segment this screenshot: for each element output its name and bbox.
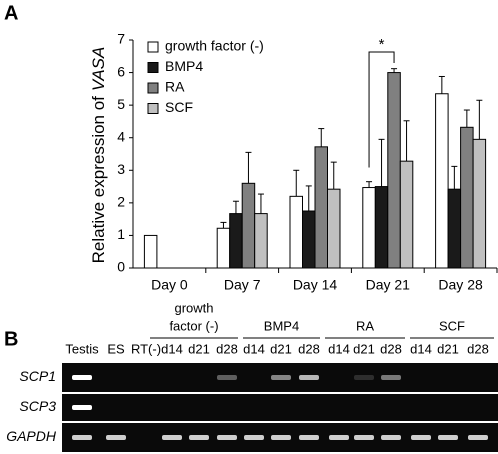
bar (241, 182, 256, 269)
legend-swatch (147, 82, 159, 94)
lane-label: d28 (380, 341, 402, 356)
y-tick-label: 5 (117, 96, 125, 112)
x-tick-label: Day 21 (366, 277, 411, 293)
bar (289, 195, 303, 269)
panel-label: A (4, 2, 18, 24)
significance-bracket (368, 51, 395, 168)
lane-label: d28 (298, 341, 320, 356)
bar (387, 72, 401, 269)
x-tick-label: Day 14 (293, 277, 338, 293)
gel-band (354, 375, 374, 380)
panel-label: B (4, 328, 18, 350)
gel-band (354, 435, 374, 440)
gel-image (62, 394, 498, 421)
row-label: SCP3 (19, 398, 56, 414)
gel-band (381, 375, 401, 380)
gel-band (244, 435, 264, 440)
y-tick-label: 6 (117, 63, 125, 79)
bar (435, 93, 449, 269)
gel-band (217, 435, 237, 440)
bar (302, 210, 316, 269)
gel-band (189, 435, 209, 440)
legend-label: BMP4 (165, 58, 203, 74)
lane-label: Testis (65, 341, 99, 356)
row-label: SCP1 (19, 368, 56, 384)
lane-label: d14 (161, 341, 183, 356)
gel-band (106, 435, 126, 440)
legend-label: growth factor (-) (165, 38, 264, 54)
bar (229, 213, 243, 269)
gel-band (72, 435, 92, 440)
y-tick-label: 2 (117, 194, 125, 210)
lane-label: d28 (216, 341, 238, 356)
gel-band (271, 435, 291, 440)
y-tick-label: 3 (117, 161, 125, 177)
gel-band (299, 435, 319, 440)
group-label: factor (-) (169, 318, 218, 333)
bar (460, 126, 474, 269)
bar (314, 146, 328, 269)
bar (447, 188, 462, 269)
legend-swatch (147, 103, 159, 114)
significance-mark: * (379, 36, 385, 53)
y-axis-title-gene: VASA (89, 47, 108, 91)
gel-band (411, 435, 431, 440)
bar (327, 188, 341, 269)
bar (374, 186, 389, 269)
bar (254, 213, 268, 269)
group-label: growth (174, 300, 213, 315)
gel-band (72, 405, 92, 410)
x-tick-label: Day 28 (438, 277, 483, 293)
lane-label: d21 (188, 341, 210, 356)
group-label: RA (356, 318, 374, 333)
bar (472, 138, 487, 269)
legend-swatch (147, 62, 159, 73)
gel-band (468, 435, 488, 440)
gel-band (72, 375, 92, 380)
y-tick-label: 0 (117, 259, 125, 275)
bar (216, 227, 231, 269)
group-label: BMP4 (264, 318, 299, 333)
lane-label: d28 (467, 341, 489, 356)
gel-band (299, 375, 319, 380)
gel-band (438, 435, 458, 440)
row-label: GAPDH (6, 428, 57, 444)
gel-band (162, 435, 182, 440)
lane-label: ES (107, 341, 125, 356)
legend-label: SCF (165, 99, 193, 115)
y-axis-title-text: Relative expression of (89, 96, 108, 264)
gel-band (381, 435, 401, 440)
lane-label: d14 (410, 341, 432, 356)
lane-label: RT(-) (131, 341, 161, 356)
y-tick-label: 4 (117, 128, 125, 144)
gel-band (217, 375, 237, 380)
lane-label: d14 (328, 341, 350, 356)
gel-band (329, 435, 349, 440)
y-axis-title: Relative expression of VASA (89, 47, 108, 264)
lane-label: d14 (243, 341, 265, 356)
bar (143, 234, 158, 269)
legend-swatch (147, 41, 159, 53)
gel-band (271, 375, 291, 380)
legend-label: RA (165, 79, 185, 95)
x-tick-label: Day 7 (224, 277, 261, 293)
y-tick-label: 1 (117, 226, 125, 242)
y-tick-label: 7 (117, 31, 125, 47)
lane-label: d21 (353, 341, 375, 356)
group-label: SCF (439, 318, 465, 333)
bar (362, 187, 376, 269)
bar (399, 160, 414, 269)
x-tick-label: Day 0 (151, 277, 188, 293)
lane-label: d21 (437, 341, 459, 356)
lane-label: d21 (270, 341, 292, 356)
